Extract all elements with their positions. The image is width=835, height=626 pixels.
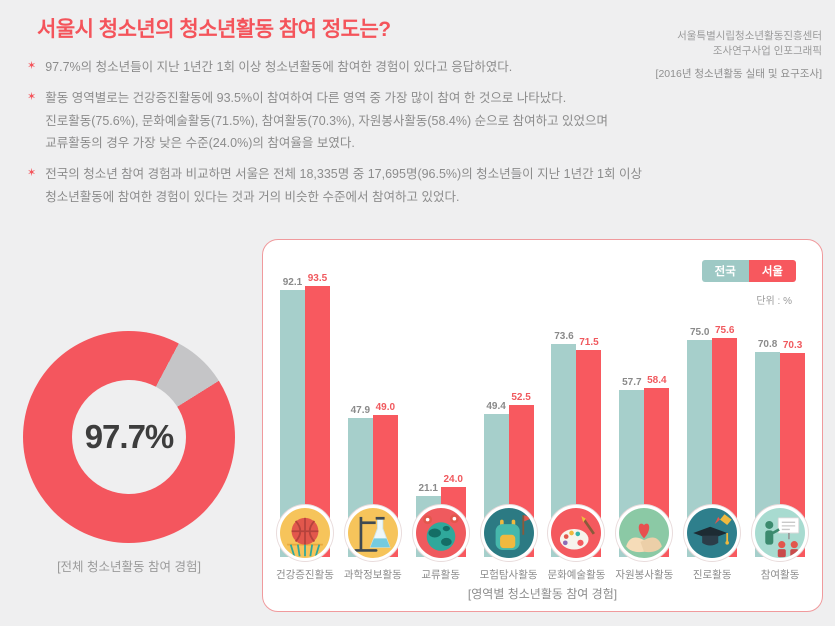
bar-value-label: 21.1	[418, 482, 438, 494]
legend-chip-seoul: 서울	[748, 260, 796, 282]
bar-value-label: 73.6	[554, 330, 574, 342]
bar-group: 75.0 75.6 진로활동	[680, 266, 744, 581]
bar-group: 73.6 71.5 문화예술활동	[544, 266, 608, 581]
donut-caption: [전체 청소년활동 참여 경험]	[57, 560, 201, 574]
bar-value-label: 71.5	[579, 336, 599, 348]
category-label: 진로활동	[692, 569, 732, 581]
bar-chart-panel: 전국 서울 단위 : % 92.1 93.5 건강증진활동 47.9 49.0 과학정…	[262, 239, 823, 612]
bar-value-label: 47.9	[350, 405, 371, 417]
palette-icon	[548, 505, 605, 561]
backpack-icon	[480, 505, 537, 561]
presentation-icon	[752, 505, 809, 561]
source-survey: [2016년 청소년활동 실태 및 요구조사]	[655, 68, 822, 81]
bar-chart-caption: [영역별 청소년활동 참여 경험]	[467, 587, 618, 601]
bar-value-label: 70.3	[782, 340, 803, 352]
bullet-text: 활동 영역별로는 건강증진활동에 93.5%이 참여하여 다른 영역 중 가장 …	[45, 90, 609, 151]
bar-group: 47.9 49.0 과학정보활동	[341, 266, 405, 581]
category-label: 참여활동	[760, 569, 800, 581]
donut-chart-block: 97.7% [전체 청소년활동 참여 경험]	[23, 331, 235, 575]
bar-groups: 92.1 93.5 건강증진활동 47.9 49.0 과학정보활동 21.1 24.0 교…	[271, 266, 814, 581]
bar-value-label: 93.5	[307, 272, 328, 284]
chart-legend: 전국 서울	[701, 260, 796, 282]
category-label: 자원봉사활동	[615, 569, 674, 581]
bar-value-label: 92.1	[282, 276, 303, 288]
bar-value-label: 52.5	[511, 391, 531, 403]
category-label: 문화예술활동	[547, 569, 606, 581]
science-flask-icon	[344, 505, 401, 561]
bullet-item: ✶ 활동 영역별로는 건강증진활동에 93.5%이 참여하여 다른 영역 중 가장…	[27, 87, 642, 155]
donut-hole: 97.7%	[72, 380, 186, 494]
bar-group: 70.8 70.3 참여활동	[748, 266, 812, 581]
bar-value-label: 58.4	[647, 374, 667, 386]
bar-value-label: 24.0	[443, 474, 463, 486]
unit-label: 단위 : %	[756, 296, 792, 307]
bar-value-label: 70.8	[757, 338, 778, 350]
source-line-1: 서울특별시립청소년활동진흥센터	[677, 30, 822, 42]
legend-chip-national: 전국	[701, 260, 749, 282]
bar-value-label: 49.4	[486, 400, 506, 412]
star-bullet-icon: ✶	[27, 167, 37, 179]
bar-group: 92.1 93.5 건강증진활동	[273, 266, 337, 581]
heart-hands-icon	[616, 505, 673, 561]
bar-value-label: 49.0	[375, 401, 396, 413]
category-label: 건강증진활동	[275, 569, 334, 581]
source-line-2: 조사연구사업 인포그래픽	[712, 45, 822, 58]
category-label: 과학정보활동	[343, 569, 402, 581]
bar-group: 21.1 24.0 교류활동	[409, 266, 473, 581]
bar-value-label: 75.0	[689, 326, 710, 338]
basketball-icon	[276, 505, 333, 561]
bar-group: 57.7 58.4 자원봉사활동	[612, 266, 676, 581]
bar-value-label: 57.7	[622, 376, 642, 388]
donut-chart: 97.7%	[23, 331, 235, 543]
bullet-text: 97.7%의 청소년들이 지난 1년간 1회 이상 청소년활동에 참여한 경험이…	[45, 60, 513, 74]
bullet-item: ✶ 전국의 청소년 참여 경험과 비교하면 서울은 전체 18,335명 중 17…	[27, 163, 642, 209]
category-label: 모험탐사활동	[479, 569, 538, 581]
bullet-list: ✶ 97.7%의 청소년들이 지난 1년간 1회 이상 청소년활동에 참여한 경험…	[27, 56, 642, 217]
star-bullet-icon: ✶	[27, 90, 37, 103]
donut-value-label: 97.7%	[84, 418, 175, 455]
bar-group: 49.4 52.5 모험탐사활동	[477, 266, 541, 581]
graduation-rocket-icon	[684, 505, 741, 561]
source-info: 서울특별시립청소년활동진흥센터 조사연구사업 인포그래픽 [2016년 청소년활…	[656, 29, 822, 83]
bullet-text: 전국의 청소년 참여 경험과 비교하면 서울은 전체 18,335명 중 17,…	[45, 167, 642, 204]
globe-icon	[412, 505, 469, 561]
category-label: 교류활동	[421, 569, 460, 581]
page-title: 서울시 청소년의 청소년활동 참여 정도는?	[37, 18, 391, 41]
bar-value-label: 75.6	[714, 324, 735, 336]
bullet-item: ✶ 97.7%의 청소년들이 지난 1년간 1회 이상 청소년활동에 참여한 경험…	[27, 56, 642, 79]
star-bullet-icon: ✶	[27, 60, 37, 72]
